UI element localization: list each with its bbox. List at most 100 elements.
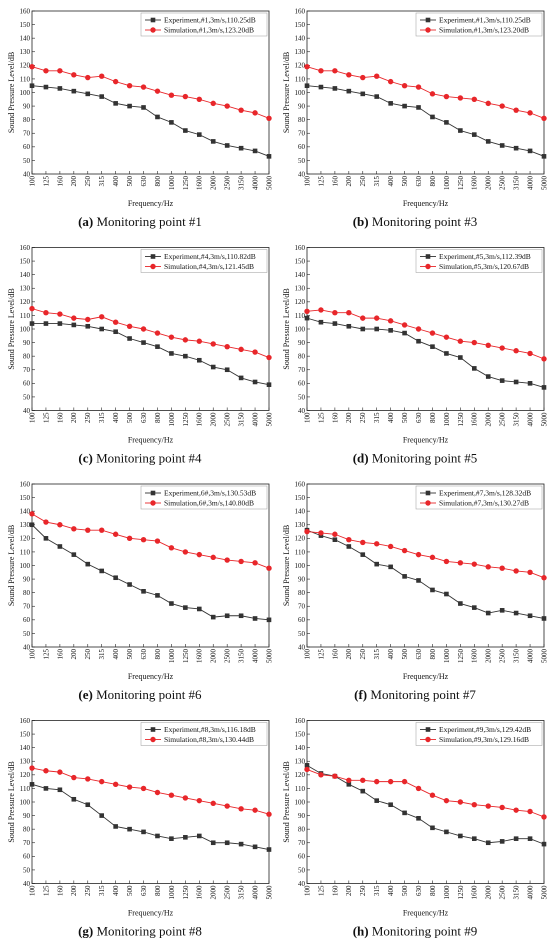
y-tick-label: 160	[295, 480, 306, 488]
x-tick-label: 1600	[471, 649, 479, 664]
x-tick-label: 630	[415, 649, 423, 660]
caption: (e) Monitoring point #6	[78, 687, 202, 702]
data-point	[252, 616, 258, 621]
data-point	[224, 803, 230, 809]
data-point	[444, 351, 449, 356]
x-tick-label: 160	[331, 649, 339, 660]
x-tick-label: 5000	[540, 176, 548, 191]
x-tick-label: 5000	[265, 176, 273, 191]
data-point	[57, 86, 63, 91]
x-tick-label: 400	[387, 885, 395, 896]
legend-marker	[150, 17, 156, 23]
caption-label: (b)	[353, 214, 369, 229]
data-point	[57, 769, 63, 775]
data-point	[458, 355, 463, 360]
data-point	[224, 840, 230, 846]
data-point	[224, 367, 230, 373]
data-point	[458, 833, 463, 839]
x-tick-label: 2500	[224, 412, 232, 427]
y-tick-label: 40	[23, 170, 31, 178]
data-point	[127, 826, 132, 832]
caption-text: Monitoring point #5	[372, 451, 477, 466]
y-tick-label: 100	[295, 325, 306, 333]
y-tick-label: 70	[23, 366, 31, 374]
data-point	[196, 338, 202, 344]
data-point	[252, 110, 258, 116]
data-point	[346, 782, 352, 787]
data-point	[113, 575, 118, 581]
data-point	[374, 73, 380, 79]
data-point	[238, 145, 244, 151]
data-point	[140, 84, 147, 90]
y-tick-label: 50	[298, 866, 306, 874]
data-point	[457, 799, 464, 805]
data-point	[99, 73, 105, 79]
data-point	[57, 68, 63, 74]
data-point	[485, 100, 491, 107]
x-tick-label: 3150	[238, 412, 246, 427]
data-point	[43, 768, 49, 774]
data-point	[332, 537, 338, 542]
x-tick-label: 2500	[499, 412, 507, 427]
series-line	[31, 85, 270, 157]
x-tick-label: 100	[28, 412, 36, 423]
data-point	[252, 379, 258, 385]
y-tick-label: 140	[295, 744, 306, 752]
x-axis-title: Frequency/Hz	[128, 909, 174, 918]
data-point	[499, 345, 505, 351]
y-tick-label: 150	[20, 21, 31, 29]
series-line	[306, 529, 545, 619]
y-tick-label: 140	[295, 508, 306, 516]
data-point	[238, 107, 244, 113]
x-tick-label: 100	[303, 885, 311, 896]
data-point	[485, 610, 491, 616]
data-point	[210, 100, 216, 107]
legend-label: Simulation,#9,3m/s,129.16dB	[439, 735, 529, 744]
data-point	[266, 847, 272, 852]
x-tick-label: 100	[28, 176, 36, 187]
data-point	[29, 63, 35, 70]
data-point	[71, 322, 77, 328]
y-tick-label: 110	[295, 785, 306, 793]
data-point	[346, 323, 352, 329]
y-tick-label: 60	[298, 853, 306, 861]
y-axis-title: Sound Pressure Level/dB	[7, 52, 16, 133]
x-tick-label: 2000	[210, 176, 218, 191]
x-tick-label: 400	[112, 885, 120, 896]
x-tick-label: 160	[56, 412, 64, 423]
x-tick-label: 1600	[196, 412, 204, 427]
x-tick-label: 125	[317, 412, 325, 423]
data-point	[304, 766, 310, 773]
data-point	[57, 522, 63, 528]
data-point	[332, 531, 338, 537]
data-point	[112, 78, 119, 85]
caption-label: (a)	[78, 214, 93, 229]
series-line	[32, 323, 270, 386]
caption-text: Monitoring point #6	[96, 687, 202, 702]
x-axis-title: Frequency/Hz	[128, 199, 174, 208]
data-point	[29, 83, 35, 89]
x-tick-label: 2500	[499, 885, 507, 900]
legend-box	[415, 485, 543, 510]
y-tick-label: 140	[20, 508, 31, 516]
y-tick-label: 120	[295, 535, 306, 543]
x-tick-label: 4000	[251, 176, 259, 191]
data-point	[457, 338, 464, 344]
caption-text: Monitoring point #7	[370, 687, 476, 702]
y-tick-label: 110	[20, 785, 31, 793]
y-tick-label: 160	[295, 717, 306, 725]
data-point	[499, 143, 505, 148]
data-point	[304, 763, 310, 768]
y-tick-label: 60	[23, 143, 31, 151]
x-tick-label: 500	[126, 412, 134, 423]
y-axis-title: Sound Pressure Level/dB	[282, 761, 291, 842]
data-point	[346, 536, 352, 543]
data-point	[266, 811, 272, 817]
data-point	[346, 310, 352, 316]
x-tick-label: 200	[70, 412, 78, 423]
x-tick-label: 400	[112, 649, 120, 660]
y-axis-title: Sound Pressure Level/dB	[282, 525, 291, 606]
y-tick-label: 140	[20, 35, 31, 43]
data-point	[252, 560, 258, 566]
y-tick-label: 110	[295, 312, 306, 320]
